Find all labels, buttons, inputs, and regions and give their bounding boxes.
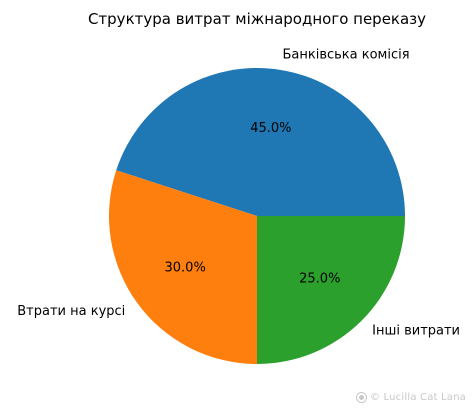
pie-labels: Банківська комісія 45.0% Втрати на курсі 30…: [17, 48, 460, 339]
slice-3-wedge: [257, 216, 405, 364]
brand-mark-icon: [355, 392, 367, 403]
slice-2-label: Втрати на курсі: [17, 304, 125, 319]
slice-1-wedge: [116, 67, 406, 216]
slice-3-percent-label: 25.0%: [299, 271, 340, 286]
slice-2-percent-label: 30.0%: [165, 261, 206, 276]
slice-3-label: Інші витрати: [372, 324, 460, 339]
slice-1-label: Банківська комісія: [282, 48, 409, 63]
slice-2-wedge: [108, 170, 257, 364]
pie-slices: [108, 67, 406, 364]
chart-title: Структура витрат міжнародного переказу: [88, 10, 426, 28]
watermark-text: © Lucilla Cat Lana: [369, 392, 466, 403]
watermark: © Lucilla Cat Lana: [355, 392, 466, 403]
slice-1-percent-label: 45.0%: [250, 121, 291, 136]
